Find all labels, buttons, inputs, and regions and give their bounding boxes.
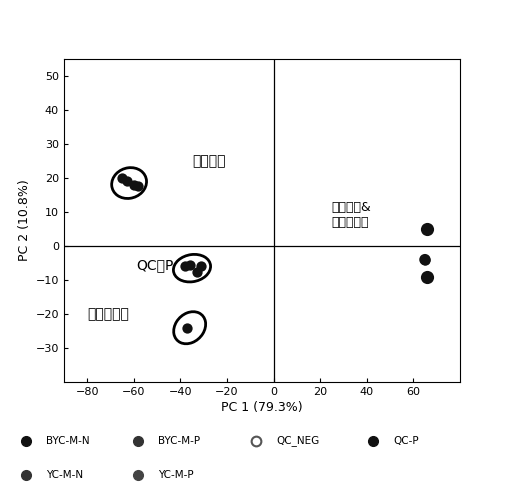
Point [193, 268, 201, 275]
Text: 硫熊白芝&
非硫熊白芝: 硫熊白芝& 非硫熊白芝 [332, 201, 371, 229]
Point [421, 256, 429, 264]
Point [123, 177, 131, 185]
Text: 非硫熊白芝: 非硫熊白芝 [87, 307, 129, 321]
Point [423, 273, 431, 281]
Text: QC／P: QC／P [136, 258, 173, 272]
Point [183, 324, 192, 332]
Text: BYC-M-P: BYC-M-P [158, 436, 200, 446]
Y-axis label: PC 2 (10.8%): PC 2 (10.8%) [18, 180, 31, 261]
Point [185, 261, 194, 269]
Text: YC-M-P: YC-M-P [158, 470, 194, 480]
Point [181, 263, 189, 270]
Point [134, 183, 143, 191]
Point [118, 174, 126, 182]
Text: QC_NEG: QC_NEG [276, 436, 319, 446]
Point [130, 181, 138, 189]
Point [197, 263, 205, 270]
Point [421, 256, 429, 264]
Text: YC-M-N: YC-M-N [46, 470, 83, 480]
Text: 硫熊白芝: 硫熊白芝 [192, 154, 225, 168]
Point [423, 225, 431, 233]
X-axis label: PC 1 (79.3%): PC 1 (79.3%) [221, 401, 303, 414]
Text: QC-P: QC-P [393, 436, 419, 446]
Text: BYC-M-N: BYC-M-N [46, 436, 89, 446]
